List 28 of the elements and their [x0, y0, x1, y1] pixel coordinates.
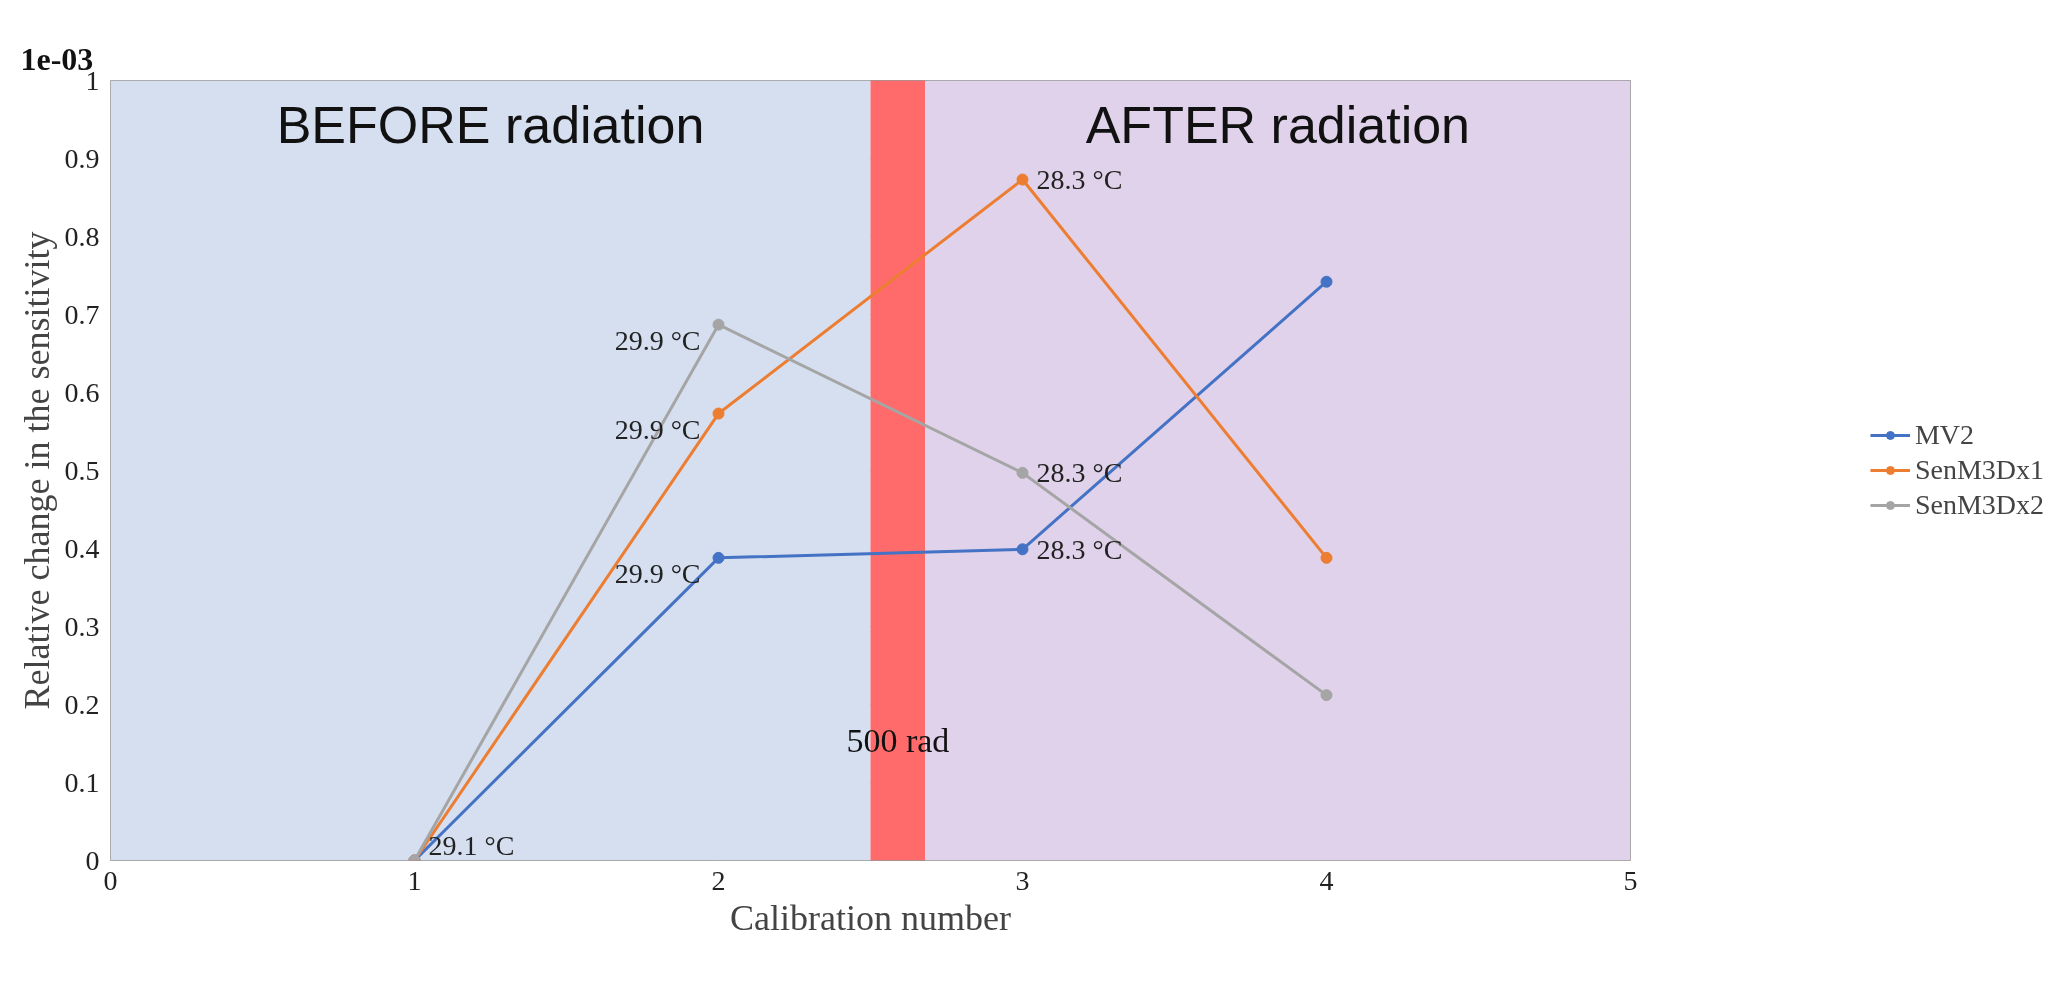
- legend-label: SenM3Dx2: [1914, 489, 2045, 521]
- x-tick-label: 3: [1015, 864, 1030, 896]
- band-label: AFTER radiation: [1085, 95, 1471, 154]
- y-tick-label: 0.9: [64, 142, 100, 174]
- y-tick-label: 0.1: [64, 766, 100, 798]
- y-tick-label: 0.4: [64, 532, 100, 564]
- x-axis-title: Calibration number: [730, 897, 1011, 938]
- x-tick-label: 2: [711, 864, 726, 896]
- y-tick-label: 0.2: [64, 688, 100, 720]
- annotation: 29.9 °C: [614, 414, 701, 446]
- y-tick-label: 0.6: [64, 376, 100, 408]
- y-tick-label: 0.5: [64, 454, 100, 486]
- y-tick-label: 0: [85, 844, 100, 876]
- x-tick-label: 5: [1623, 864, 1638, 896]
- x-tick-label: 4: [1319, 864, 1334, 896]
- y-tick-label: 0.7: [64, 298, 100, 330]
- annotation: 29.9 °C: [614, 325, 701, 357]
- x-tick-label: 1: [407, 864, 422, 896]
- annotation: 29.1 °C: [428, 829, 515, 861]
- legend-label: SenM3Dx1: [1914, 454, 2045, 486]
- annotation: 29.9 °C: [614, 558, 701, 590]
- y-axis-title: Relative change in the sensitivity: [16, 231, 57, 710]
- band-label: BEFORE radiation: [276, 95, 705, 154]
- legend-label: MV2: [1914, 419, 1975, 451]
- y-tick-label: 0.8: [64, 220, 100, 252]
- y-tick-label: 0.3: [64, 610, 100, 642]
- annotation: 28.3 °C: [1036, 533, 1123, 565]
- annotation: 28.3 °C: [1036, 164, 1123, 196]
